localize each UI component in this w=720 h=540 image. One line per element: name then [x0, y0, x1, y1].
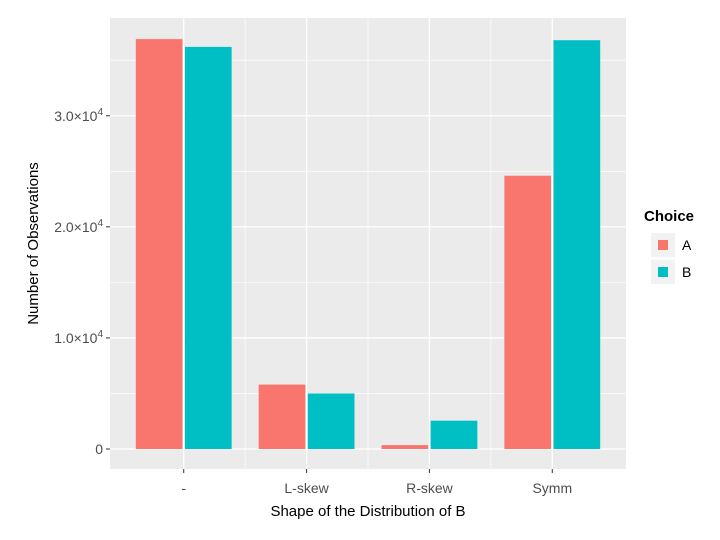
y-axis-title: Number of Observations	[25, 162, 42, 325]
legend-label-b: B	[682, 264, 691, 280]
bar-b-0	[184, 46, 232, 450]
y-tick-label: 0	[95, 441, 103, 457]
y-tick-label: 2.0×104	[54, 218, 103, 235]
legend: Choice AB	[644, 208, 694, 284]
y-tick-label: 3.0×104	[54, 107, 103, 124]
x-axis: - L-skew R-skew Symm	[181, 469, 572, 496]
x-tick-label: Symm	[532, 480, 572, 496]
legend-title: Choice	[644, 208, 694, 225]
x-tick-label: -	[181, 480, 186, 496]
y-axis: 0 1.0×104 2.0×104 3.0×104	[54, 107, 110, 457]
bar-b-2	[430, 420, 478, 450]
bar-a-2	[381, 445, 429, 450]
legend-key-b	[658, 267, 668, 277]
y-tick-label: 1.0×104	[54, 329, 103, 346]
x-tick-label: L-skew	[284, 480, 329, 496]
bars	[135, 39, 601, 450]
bar-b-3	[553, 40, 601, 450]
x-axis-title: Shape of the Distribution of B	[270, 503, 465, 520]
bar-a-0	[135, 39, 183, 450]
legend-label-a: A	[682, 237, 692, 253]
x-tick-label: R-skew	[406, 480, 454, 496]
bar-a-1	[258, 384, 306, 450]
bar-a-3	[504, 175, 552, 450]
legend-key-a	[658, 240, 668, 250]
bar-b-1	[307, 393, 355, 450]
